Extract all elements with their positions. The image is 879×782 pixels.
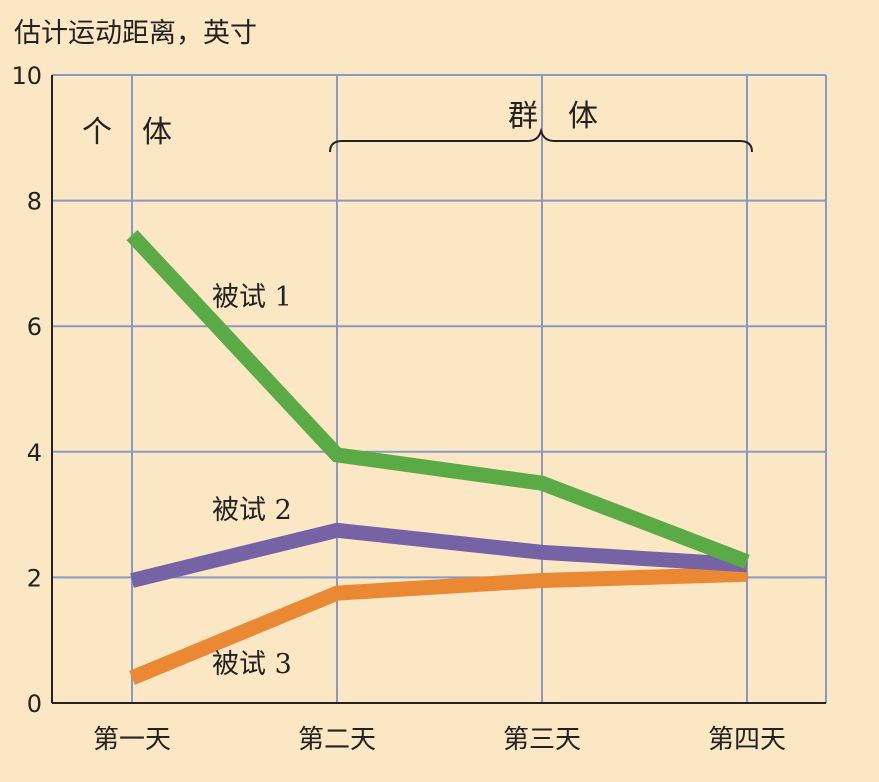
x-tick-label: 第二天 (298, 725, 376, 755)
x-axis-ticks: 第一天 第二天 第三天 第四天 (93, 725, 786, 755)
x-tick-label: 第三天 (503, 725, 581, 755)
grid (52, 74, 827, 704)
series-label-3: 被试 3 (212, 649, 292, 680)
y-tick-label: 6 (27, 313, 42, 341)
y-tick-label: 10 (11, 62, 42, 90)
y-axis-ticks: 0 2 4 6 8 10 (11, 62, 42, 718)
group-label: 群 体 (508, 99, 598, 134)
y-tick-label: 0 (27, 690, 42, 718)
series-line-2 (130, 522, 748, 588)
group-brace (329, 127, 753, 153)
x-tick-label: 第四天 (708, 725, 786, 755)
series-line-3 (129, 566, 748, 685)
plot-frame (51, 75, 826, 704)
x-tick-label: 第一天 (93, 725, 171, 755)
individual-group-label: 个 体 (82, 115, 172, 150)
series-lines (126, 229, 750, 685)
y-tick-label: 2 (27, 564, 42, 592)
series-label-1: 被试 1 (212, 282, 292, 313)
y-tick-label: 8 (27, 188, 42, 216)
series-line-1 (126, 229, 750, 569)
chart-title: 估计运动距离，英寸 (14, 18, 257, 49)
series-label-2: 被试 2 (212, 495, 292, 526)
y-tick-label: 4 (27, 439, 42, 467)
